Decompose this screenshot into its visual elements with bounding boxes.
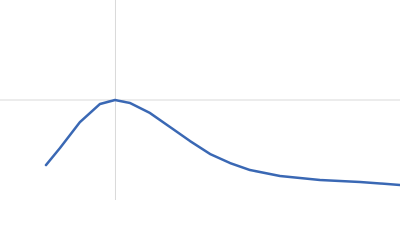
- chart: [0, 0, 400, 200]
- data-line: [44, 98, 400, 187]
- page: (() => { const data = JSON.parse(documen…: [0, 0, 400, 200]
